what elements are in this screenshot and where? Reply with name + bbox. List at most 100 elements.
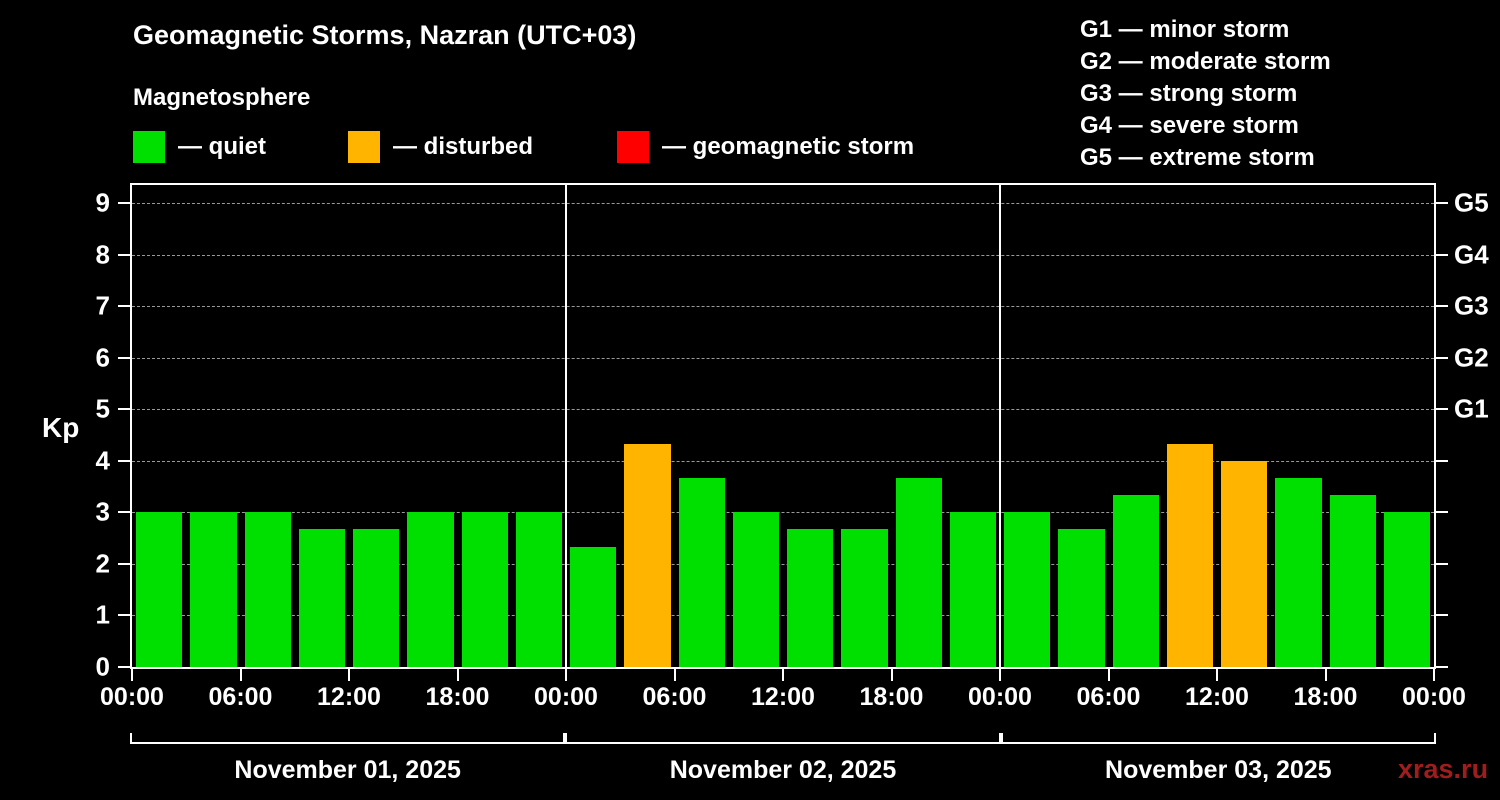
day-bracket-1 [565,733,1001,744]
x-tick-7 [890,669,893,681]
gridline-kp-1 [132,615,1434,617]
kp-bar [244,512,291,667]
kp-bar [949,512,996,667]
kp-bar [1221,460,1268,667]
y-tick-left-1 [118,614,130,617]
x-tick-5 [673,669,676,681]
x-tick-0 [131,669,133,681]
y-tick-right-6 [1436,356,1448,359]
x-tick-label-1: 06:00 [208,683,273,711]
x-tick-6 [782,669,784,681]
watermark: xras.ru [1398,754,1489,784]
day-separator-2 [999,185,1001,667]
kp-bar [1004,512,1051,667]
legend-item-storm: — geomagnetic storm [617,131,914,163]
gridline-kp-9 [132,203,1434,205]
x-tick-label-5: 06:00 [642,683,707,711]
g4-legend-line: G4 — severe storm [1080,112,1299,139]
y-tick-right-8 [1436,253,1448,256]
y-tick-left-4 [118,459,130,462]
x-tick-8 [999,669,1001,681]
y-tick-right-4 [1436,459,1448,462]
y-tick-left-8 [118,253,130,256]
g-scale-legend: G1 — minor storm G2 — moderate storm G3 … [1080,14,1331,174]
plot-area: 0 1 2 3 4 5 6 7 8 9 G1 G2 G3 G4 G5 00:00 06:00 12:00 18:00… [96,183,1489,711]
kp-bar [190,512,237,667]
y-tick-label-9: 9 [95,187,110,218]
quiet-swatch-icon [133,131,165,163]
g-axis-label-g3: G3 [1454,290,1489,321]
y-tick-label-7: 7 [95,290,110,321]
x-tick-label-10: 12:00 [1185,683,1249,711]
legend-storm-label: — geomagnetic storm [662,133,915,160]
x-tick-label-8: 00:00 [968,683,1032,711]
y-tick-right-9 [1436,202,1448,205]
kp-bar [407,512,454,667]
x-tick-2 [348,669,350,681]
x-tick-1 [239,669,242,681]
kp-bar [1112,495,1159,667]
y-tick-left-9 [118,202,130,205]
y-tick-left-2 [118,562,130,565]
kp-bar [1275,477,1322,667]
y-tick-right-5 [1436,408,1448,411]
gridline-kp-5 [132,409,1434,411]
gridline-kp-2 [132,563,1434,565]
x-tick-10 [1216,669,1218,681]
y-axis-title: Kp [42,412,80,443]
y-tick-label-5: 5 [95,393,110,424]
disturbed-swatch-icon [348,131,380,163]
day-bracket-2 [1000,733,1437,744]
y-tick-label-6: 6 [95,342,110,373]
storm-swatch-icon [617,131,649,163]
y-tick-right-3 [1436,511,1448,514]
x-tick-label-6: 12:00 [751,683,815,711]
y-tick-left-5 [118,408,130,411]
x-tick-3 [456,669,459,681]
g-axis-label-g2: G2 [1454,342,1489,373]
magnetosphere-label: Magnetosphere [133,84,311,111]
kp-bar [841,529,888,667]
y-tick-label-4: 4 [95,445,110,476]
kp-bar [570,546,617,667]
x-tick-label-2: 12:00 [317,683,381,711]
gridline-kp-7 [132,306,1434,308]
x-tick-label-12: 00:00 [1402,683,1466,711]
kp-bar [1058,529,1105,667]
date-label-0: November 01, 2025 [234,756,461,784]
y-tick-right-2 [1436,562,1448,565]
y-tick-left-6 [118,356,130,359]
x-tick-label-7: 18:00 [859,683,924,711]
day-separator-1 [565,185,567,667]
g-axis-label-g5: G5 [1454,187,1489,218]
y-tick-label-2: 2 [95,548,110,579]
x-tick-label-3: 18:00 [425,683,490,711]
x-tick-9 [1107,669,1110,681]
kp-bar [895,477,942,667]
kp-bar [461,512,508,667]
kp-bar [678,477,725,667]
kp-bar [515,512,562,667]
kp-bar [136,512,183,667]
x-tick-label-4: 00:00 [534,683,598,711]
kp-bar [298,529,345,667]
g-axis-label-g1: G1 [1454,393,1489,424]
y-tick-right-0 [1436,666,1448,668]
x-tick-label-9: 06:00 [1076,683,1141,711]
x-tick-label-0: 00:00 [100,683,164,711]
g3-legend-line: G3 — strong storm [1080,80,1298,107]
kp-bar [732,512,779,667]
kp-bar [353,529,400,667]
x-tick-12 [1433,669,1435,681]
kp-bar [787,529,834,667]
g1-legend-line: G1 — minor storm [1080,16,1290,43]
g-axis-label-g4: G4 [1454,239,1489,270]
y-tick-left-3 [118,511,130,514]
gridline-kp-8 [132,254,1434,256]
y-tick-left-7 [118,305,130,308]
gridline-kp-3 [132,512,1434,514]
gridline-kp-4 [132,460,1434,462]
x-tick-4 [565,669,567,681]
page-title: Geomagnetic Storms, Nazran (UTC+03) [133,20,637,50]
